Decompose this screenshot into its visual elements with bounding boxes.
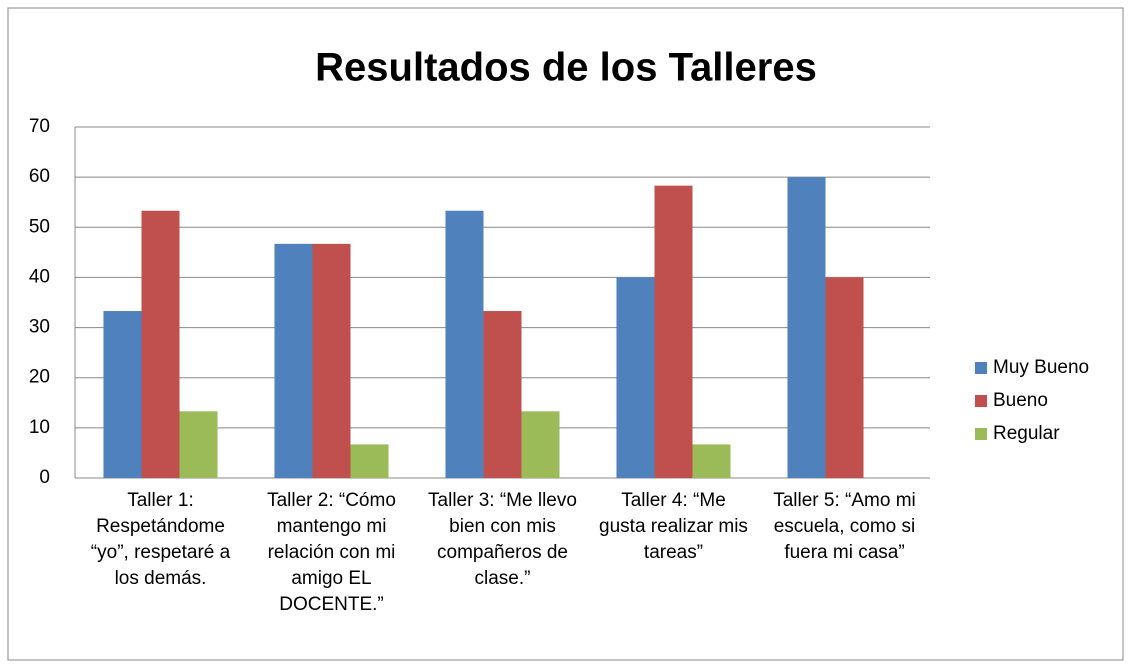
y-tick-label: 10 <box>29 417 50 438</box>
bar <box>521 411 560 478</box>
bar <box>312 243 351 478</box>
bar <box>274 243 313 478</box>
y-tick-label: 60 <box>29 166 50 187</box>
x-tick-label: Taller 3: “Me llevo bien con mis compañe… <box>428 490 577 589</box>
bar <box>654 185 693 478</box>
legend-swatch <box>975 428 987 440</box>
legend-label: Muy Bueno <box>993 357 1089 378</box>
bar <box>350 444 389 478</box>
bar <box>445 210 484 478</box>
x-tick-label: Taller 1: Respetándome “yo”, respetaré a… <box>90 490 231 589</box>
chart-border <box>7 7 1124 661</box>
legend-swatch <box>975 362 987 374</box>
bar <box>103 311 142 478</box>
x-tick-label: Taller 4: “Me gusta realizar mis tareas” <box>599 490 748 563</box>
y-tick-label: 20 <box>29 367 50 388</box>
bar <box>692 444 731 478</box>
chart-title: Resultados de los Talleres <box>315 46 817 90</box>
x-tick-label: Taller 2: “Cómo mantengo mi relación con… <box>267 490 396 615</box>
y-tick-label: 70 <box>29 116 50 137</box>
legend-label: Bueno <box>993 390 1048 411</box>
y-tick-label: 50 <box>29 216 50 237</box>
bar <box>787 177 826 478</box>
y-tick-label: 40 <box>29 266 50 287</box>
x-tick-label: Taller 5: “Amo mi escuela, como si fuera… <box>773 490 916 563</box>
bar <box>825 277 864 478</box>
y-tick-label: 0 <box>39 467 50 488</box>
bar <box>179 411 218 478</box>
legend-label: Regular <box>993 423 1060 444</box>
bar <box>616 277 655 478</box>
y-tick-label: 30 <box>29 317 50 338</box>
bar <box>141 210 180 478</box>
legend-swatch <box>975 395 987 407</box>
bar <box>483 311 522 478</box>
